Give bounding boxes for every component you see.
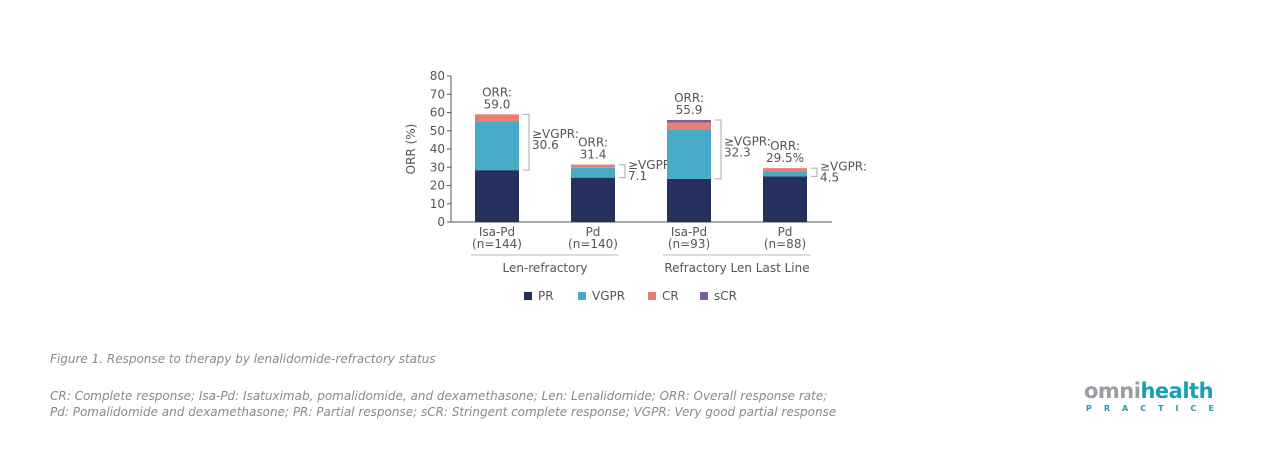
bar-segment-scr <box>571 164 615 166</box>
y-tick-label: 50 <box>430 124 445 138</box>
abbreviations-line-1: CR: Complete response; Isa-Pd: Isatuxima… <box>50 389 828 403</box>
orr-value: 29.5% <box>766 151 804 165</box>
category-n-label: (n=144) <box>472 237 522 251</box>
legend-swatch-cr <box>648 292 656 300</box>
bar-segment-pr <box>475 170 519 222</box>
bar-segment-cr <box>763 168 807 172</box>
vgpr-bracket <box>715 119 722 180</box>
bar-segment-cr <box>571 165 615 168</box>
category-n-label: (n=140) <box>568 237 618 251</box>
orr-value: 59.0 <box>484 97 511 111</box>
y-tick-label: 40 <box>430 142 445 156</box>
vgpr-bracket <box>811 167 818 177</box>
y-axis-label: ORR (%) <box>404 124 418 175</box>
bar-segment-pr <box>571 177 615 222</box>
logo-omni: omni <box>1084 379 1141 403</box>
legend-label-vgpr: VGPR <box>592 289 625 303</box>
legend-swatch-scr <box>700 292 708 300</box>
y-tick-label: 0 <box>437 215 445 229</box>
legend-swatch-vgpr <box>578 292 586 300</box>
vgpr-value: 32.3 <box>724 145 751 159</box>
orr-label: ORR: <box>482 85 512 99</box>
bar-segment-pr <box>667 178 711 222</box>
category-label: Pd <box>778 225 793 239</box>
abbreviations-line-2: Pd: Pomalidomide and dexamethasone; PR: … <box>50 405 837 419</box>
logo-health: health <box>1140 379 1214 403</box>
bar-segment-vgpr <box>571 167 615 178</box>
y-tick-label: 70 <box>430 87 445 101</box>
orr-label: ORR: <box>674 91 704 105</box>
category-n-label: (n=88) <box>764 237 806 251</box>
orr-value: 55.9 <box>676 103 703 117</box>
legend-label-pr: PR <box>538 289 554 303</box>
vgpr-bracket <box>523 113 530 171</box>
legend-label-scr: sCR <box>714 289 737 303</box>
figure-caption: Figure 1. Response to therapy by lenalid… <box>50 352 436 366</box>
bar-segment-scr <box>667 119 711 123</box>
vgpr-label: ≥VGPR: <box>532 127 579 141</box>
category-label: Isa-Pd <box>671 225 707 239</box>
logo-subtitle: PRACTICE <box>1086 404 1226 413</box>
vgpr-value: 4.5 <box>820 170 839 184</box>
bar-segment-vgpr <box>763 171 807 177</box>
y-tick-label: 20 <box>430 179 445 193</box>
vgpr-label: ≥VGPR: <box>628 158 675 172</box>
y-tick-label: 10 <box>430 197 445 211</box>
legend-swatch-pr <box>524 292 532 300</box>
vgpr-bracket <box>619 164 626 179</box>
y-tick-label: 80 <box>430 69 445 83</box>
orr-label: ORR: <box>770 139 800 153</box>
orr-value: 31.4 <box>580 148 607 162</box>
category-n-label: (n=93) <box>668 237 710 251</box>
vgpr-value: 7.1 <box>628 169 647 183</box>
omnihealth-logo: omnihealth PRACTICE <box>1084 380 1224 413</box>
orr-label: ORR: <box>578 136 608 150</box>
bar-segment-vgpr <box>667 129 711 179</box>
y-tick-label: 60 <box>430 106 445 120</box>
vgpr-label: ≥VGPR: <box>820 159 867 173</box>
y-tick-label: 30 <box>430 160 445 174</box>
bar-segment-cr <box>475 114 519 122</box>
category-label: Isa-Pd <box>479 225 515 239</box>
bar-segment-cr <box>667 122 711 130</box>
logo-wordmark: omnihealth <box>1084 380 1224 402</box>
vgpr-label: ≥VGPR: <box>724 134 771 148</box>
vgpr-value: 30.6 <box>532 138 559 152</box>
category-label: Pd <box>586 225 601 239</box>
legend-label-cr: CR <box>662 289 679 303</box>
bar-segment-pr <box>763 176 807 222</box>
group-label: Len-refractory <box>502 261 587 275</box>
group-label: Refractory Len Last Line <box>664 261 809 275</box>
bar-segment-vgpr <box>475 121 519 171</box>
abbreviations: CR: Complete response; Isa-Pd: Isatuxima… <box>50 388 836 420</box>
